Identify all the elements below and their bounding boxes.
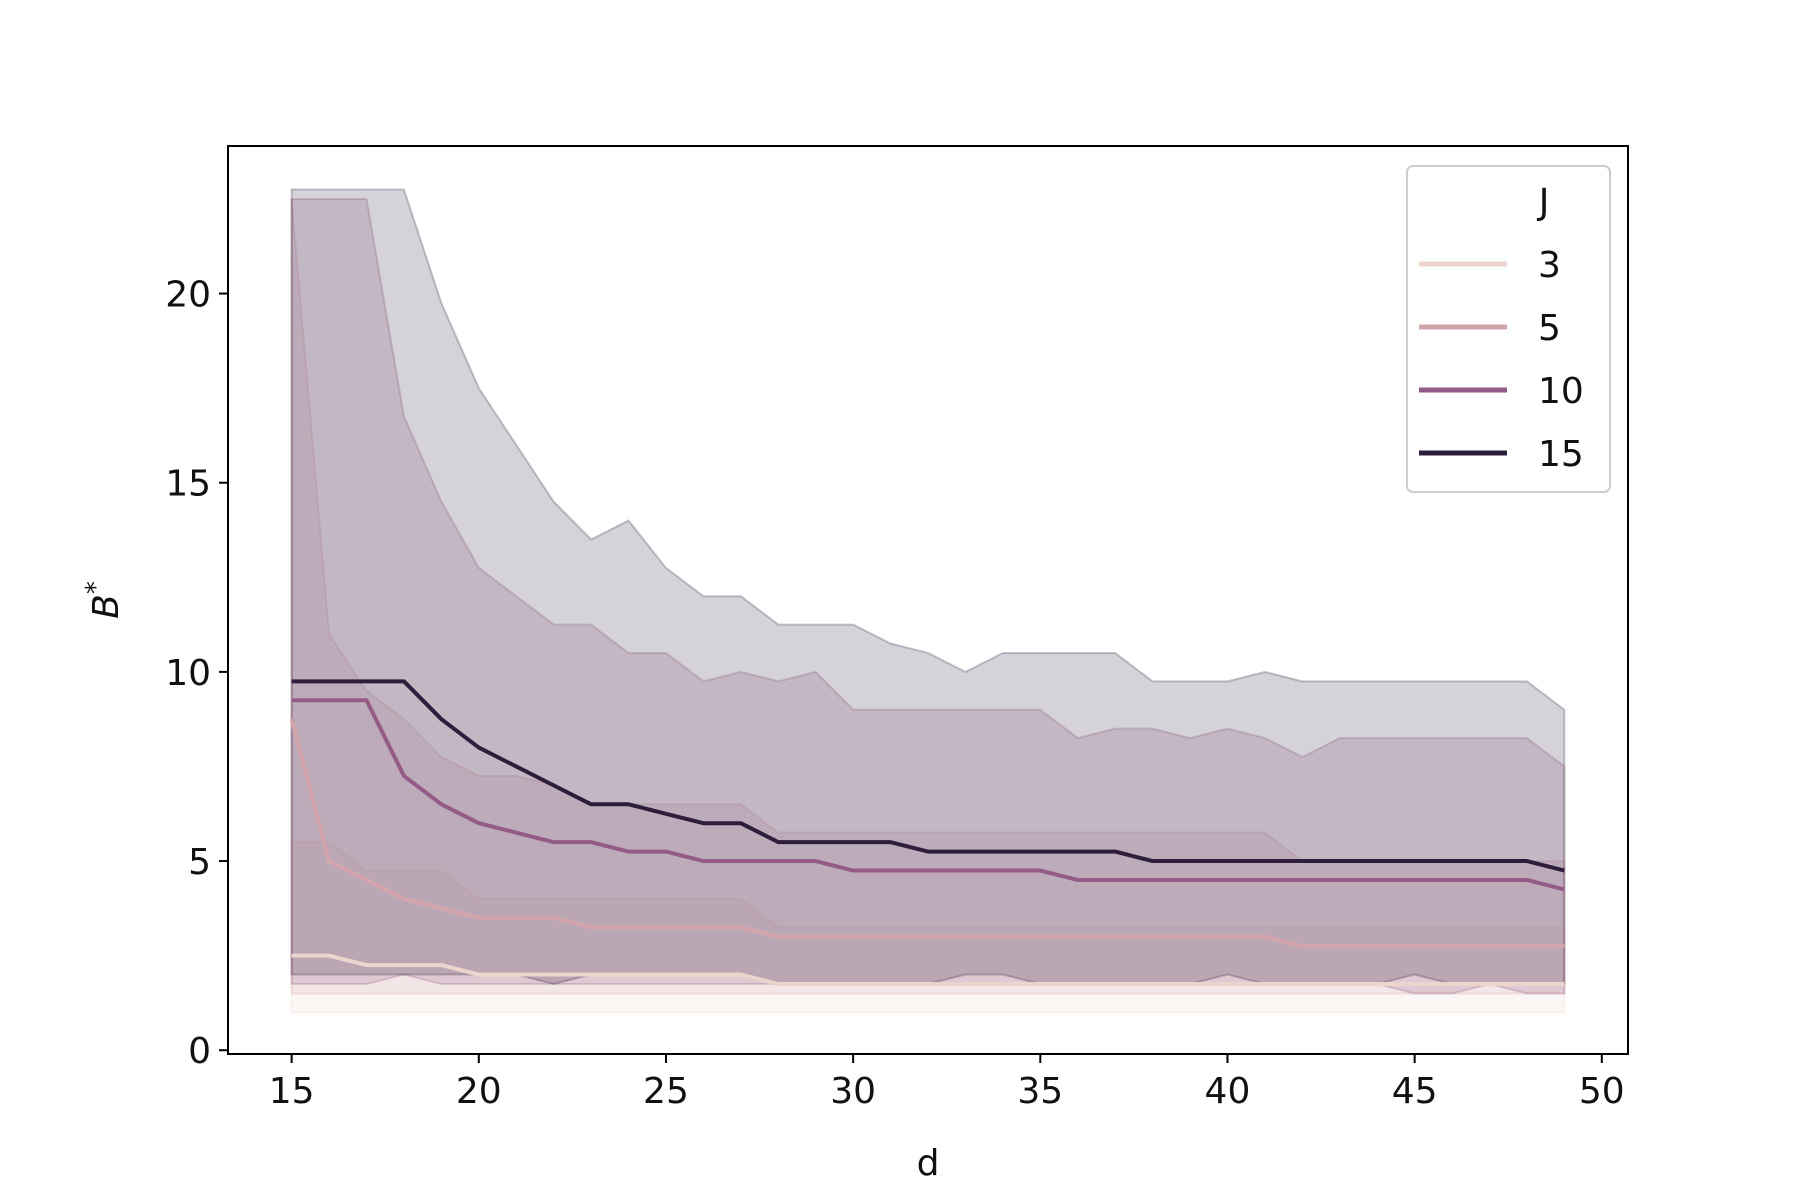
legend-label-10: 10: [1538, 371, 1584, 412]
legend-title: J: [1537, 182, 1550, 223]
y-tick-label: 15: [165, 464, 211, 505]
ci-band-3: [290, 841, 1566, 1014]
ci-band-5: [290, 198, 1566, 995]
series-line-15: [291, 679, 1565, 873]
ci-band-10: [290, 197, 1566, 995]
y-axis: 0 5 10 15 20: [165, 275, 228, 1072]
x-tick-label: 50: [1579, 1071, 1625, 1112]
legend: J 3 5 10 15: [1406, 165, 1611, 493]
legend-label-15: 15: [1538, 434, 1584, 475]
y-axis-label-superscript: *: [81, 581, 111, 594]
y-tick-label: 20: [165, 275, 211, 316]
series-lines: [289, 679, 1565, 987]
legend-label-5: 5: [1538, 308, 1561, 349]
plot-frame: [227, 145, 1629, 1055]
series-line-10: [291, 698, 1565, 892]
y-tick-label: 0: [188, 1031, 211, 1072]
legend-items: 3 5 10 15: [1419, 245, 1584, 475]
series-line-5: [289, 718, 1565, 949]
y-tick-label: 10: [165, 653, 211, 694]
ci-bands: [290, 188, 1566, 1014]
x-tick-label: 35: [1017, 1071, 1063, 1112]
legend-box: [1406, 165, 1611, 493]
y-axis-label: B*: [81, 581, 127, 619]
x-tick-label: 25: [643, 1071, 689, 1112]
x-tick-label: 30: [830, 1071, 876, 1112]
x-tick-label: 15: [269, 1071, 315, 1112]
x-tick-label: 45: [1392, 1071, 1438, 1112]
x-axis: 15 20 25 30 35 40 45 50: [269, 1054, 1625, 1112]
x-tick-label: 40: [1205, 1071, 1251, 1112]
x-tick-label: 20: [456, 1071, 502, 1112]
y-tick-label: 5: [188, 842, 211, 883]
y-axis-label-main: B: [86, 594, 127, 619]
series-line-3: [291, 953, 1565, 987]
legend-label-3: 3: [1538, 245, 1561, 286]
x-axis-label: d: [917, 1143, 940, 1184]
ci-band-15: [290, 188, 1566, 986]
